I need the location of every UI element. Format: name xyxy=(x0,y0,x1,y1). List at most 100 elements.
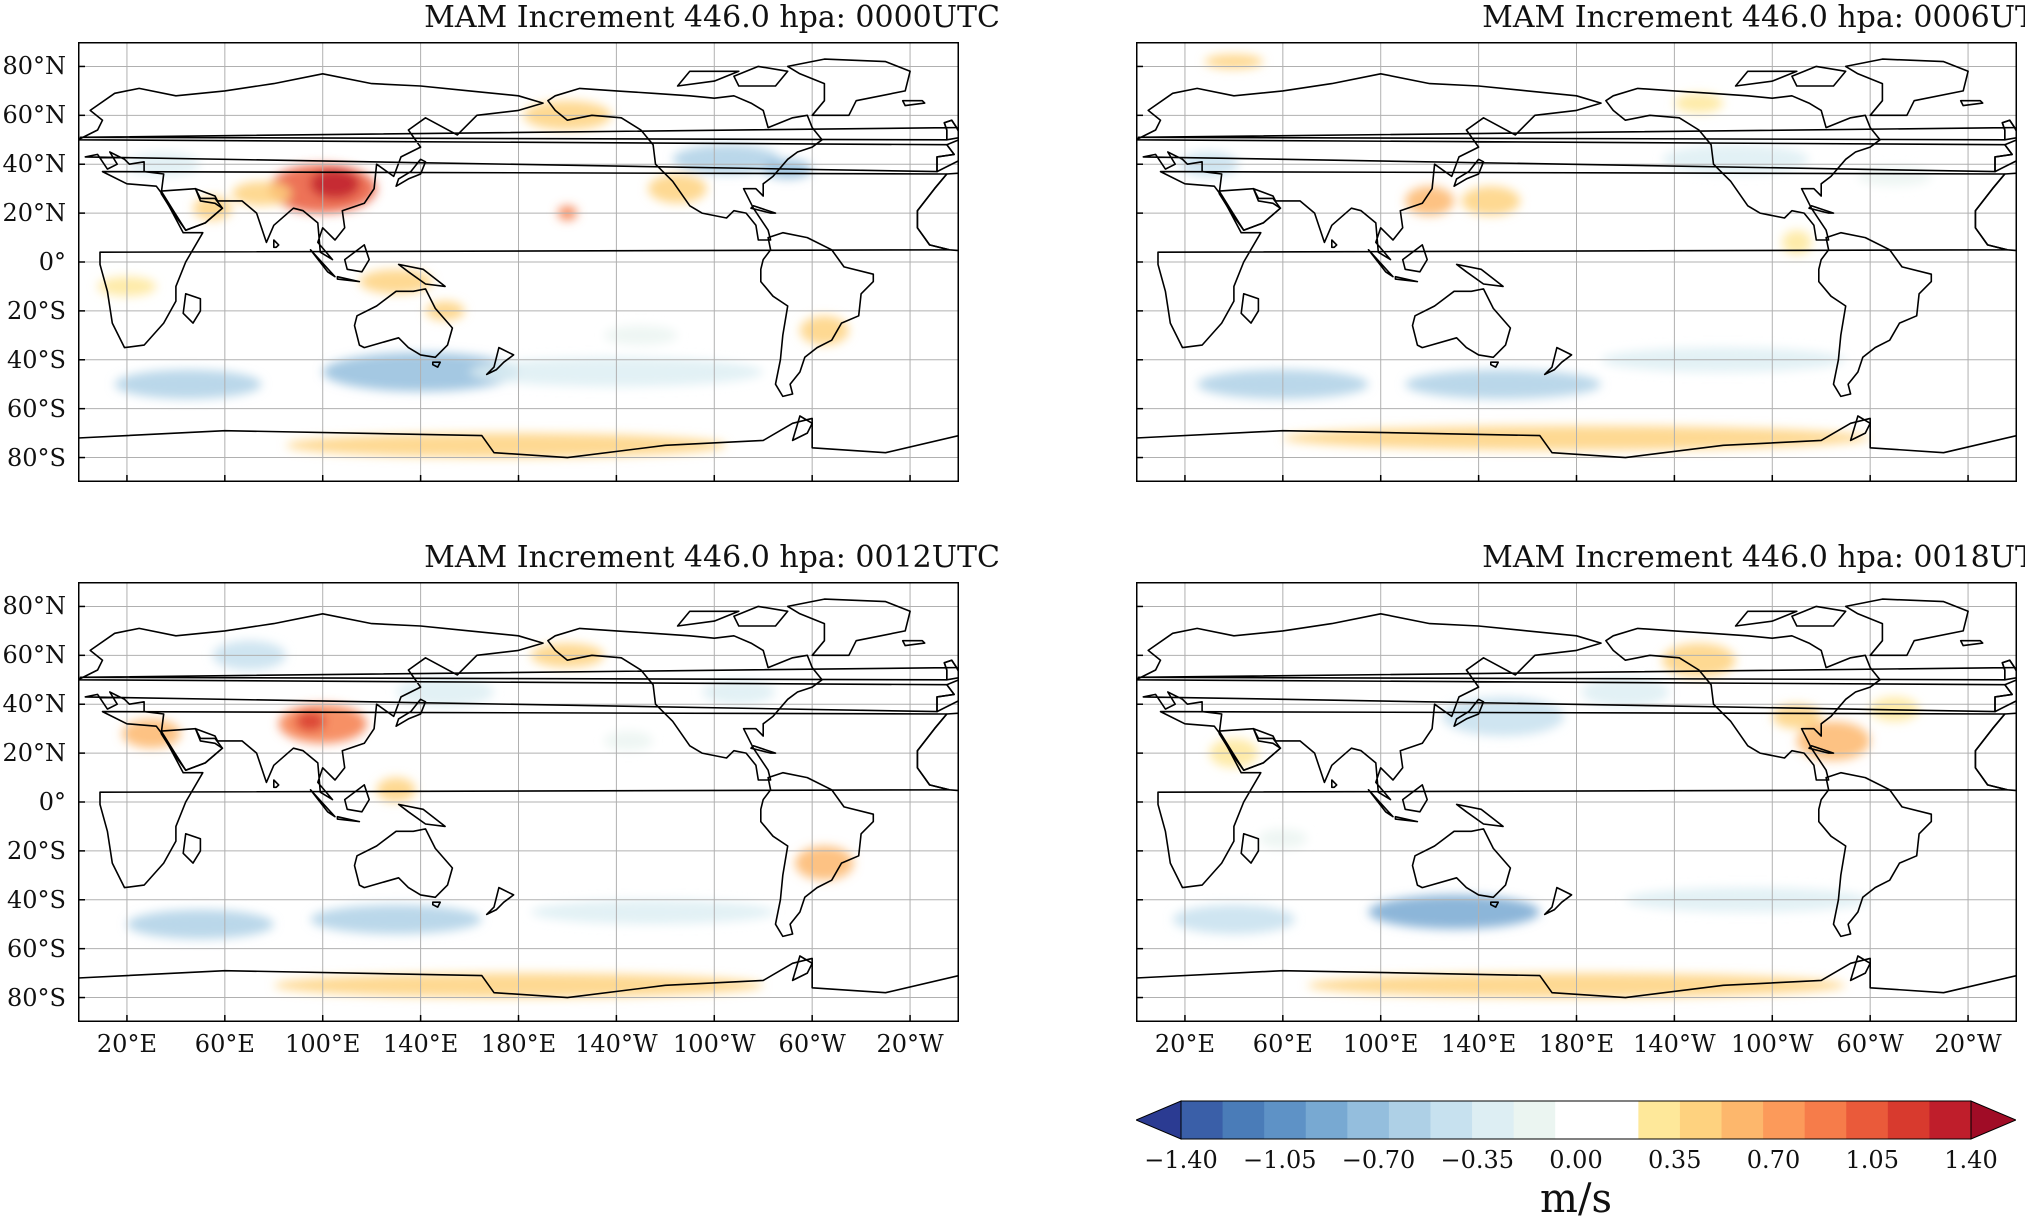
gridlines xyxy=(1136,582,2017,1022)
coastline-eurasia xyxy=(1136,72,2013,261)
coastline-india_sri xyxy=(1331,779,1338,789)
axis-ticks xyxy=(78,65,911,482)
lon-label: 100°W xyxy=(673,1030,756,1058)
lon-label: 140°E xyxy=(1440,1030,1517,1058)
increment-patch xyxy=(530,899,776,925)
lon-label: 100°W xyxy=(1731,1030,1814,1058)
lat-label: 80°N xyxy=(2,52,66,81)
map-canvas xyxy=(1136,582,2017,1022)
panel-title: MAM Increment 446.0 hpa: 0006UTC xyxy=(1482,0,2025,35)
increment-patch xyxy=(672,144,781,174)
coastline-nz xyxy=(1543,886,1573,916)
colorbar-tick-label: −0.35 xyxy=(1440,1146,1515,1174)
coastline-indonesia2 xyxy=(1394,815,1419,823)
lat-label: 80°S xyxy=(7,983,66,1012)
coastline-s_america xyxy=(1817,231,1933,398)
lat-label: 20°S xyxy=(7,296,66,325)
lon-label: 100°E xyxy=(1343,1030,1419,1058)
coastline-iceland xyxy=(901,639,926,647)
increment-field xyxy=(1172,643,1920,998)
increment-patch xyxy=(1662,144,1809,174)
increment-patch xyxy=(1172,904,1296,934)
lat-label: 60°S xyxy=(7,934,66,963)
coastlines xyxy=(1136,58,2017,459)
coastline-africa xyxy=(1157,170,2009,349)
increment-patch xyxy=(193,196,233,221)
increment-patch xyxy=(702,679,776,705)
coastline-borneo xyxy=(343,784,371,813)
colorbar-segment xyxy=(1721,1101,1764,1139)
increment-patch xyxy=(799,315,849,346)
increment-patch xyxy=(1772,704,1822,729)
lon-label: 20°W xyxy=(1934,1030,2002,1058)
increment-patch xyxy=(604,325,678,346)
coastline-arctic2 xyxy=(733,65,789,87)
lon-label: 20°E xyxy=(96,1030,157,1058)
colorbar-units: m/s xyxy=(1540,1176,1612,1222)
coastlines xyxy=(78,58,959,459)
increment-patch xyxy=(376,777,416,802)
lon-label: 20°E xyxy=(1154,1030,1215,1058)
map-panel: MAM Increment 446.0 hpa: 0012UTC 80°N 60°N… xyxy=(0,540,1000,1060)
coastline-iceland xyxy=(1959,639,1984,647)
lon-label: 100°E xyxy=(285,1030,361,1058)
coastline-africa-wrap xyxy=(1974,712,2017,792)
coastline-eurasia-wrap xyxy=(1994,138,2017,173)
map-frame xyxy=(1136,582,2017,1022)
coastline-eurasia-wrap xyxy=(1994,678,2017,713)
coastline-africa-wrap xyxy=(1974,172,2017,252)
map-canvas xyxy=(78,42,959,482)
coastline-japan xyxy=(395,698,427,727)
colorbar-segment xyxy=(1513,1101,1556,1139)
coastline-greenland xyxy=(786,58,911,117)
coastline-cuba xyxy=(1808,205,1835,214)
coastline-india_sri xyxy=(273,779,280,789)
increment-patch xyxy=(114,369,262,399)
colorbar-extend-high xyxy=(1970,1100,2016,1140)
gridlines xyxy=(78,582,959,1022)
coastline-n_america xyxy=(1605,627,1881,781)
coastline-indonesia1 xyxy=(309,789,336,818)
coastline-cuba xyxy=(1808,745,1835,754)
colorbar-tick-label: 0.35 xyxy=(1648,1146,1702,1174)
coastline-tasmania xyxy=(1489,361,1500,368)
map-panel: MAM Increment 446.0 hpa: 0006UTC xyxy=(1058,0,2025,520)
map-frame xyxy=(78,42,959,482)
coastline-iceland xyxy=(1959,99,1984,107)
coastline-arctic1 xyxy=(1734,610,1798,627)
colorbar-tick-label: 1.05 xyxy=(1845,1146,1899,1174)
lon-label: 60°E xyxy=(194,1030,255,1058)
coastline-arabia_fix xyxy=(1218,727,1282,771)
coastline-arctic1 xyxy=(676,70,740,87)
coastline-greenland xyxy=(1844,58,1969,117)
increment-patch xyxy=(1662,643,1736,678)
coastline-tasmania xyxy=(431,901,442,908)
coastline-uk-wrap xyxy=(2001,119,2017,141)
lat-label: 20°S xyxy=(7,836,66,865)
colorbar-segment xyxy=(1555,1101,1598,1139)
coastline-borneo xyxy=(1401,244,1429,273)
coastline-indonesia2 xyxy=(336,275,361,283)
coastline-eurasia xyxy=(1136,612,2013,801)
lat-label: 40°S xyxy=(7,885,66,914)
lon-label: 140°W xyxy=(1633,1030,1716,1058)
coastline-arabia_fix xyxy=(1218,187,1282,231)
increment-patch xyxy=(795,846,854,881)
lon-label: 180°E xyxy=(1538,1030,1615,1058)
coastline-eurasia xyxy=(78,72,955,261)
coastline-indonesia1 xyxy=(309,249,336,278)
colorbar-segment xyxy=(1887,1101,1930,1139)
coastline-arctic2 xyxy=(1791,605,1847,627)
lon-label: 20°W xyxy=(876,1030,944,1058)
increment-patch xyxy=(1674,93,1724,113)
coastline-madagascar xyxy=(1240,293,1260,324)
coastline-indonesia2 xyxy=(1394,275,1419,283)
coastline-n_america xyxy=(547,627,823,781)
lon-label: 60°W xyxy=(1836,1030,1904,1058)
coastline-australia xyxy=(1411,828,1512,899)
lat-label: 40°N xyxy=(2,150,66,179)
colorbar-tick-label: −1.05 xyxy=(1242,1146,1317,1174)
lat-label: 60°N xyxy=(2,641,66,670)
coastline-antarctica xyxy=(1136,417,2017,459)
coastline-eurasia-wrap xyxy=(936,678,959,713)
